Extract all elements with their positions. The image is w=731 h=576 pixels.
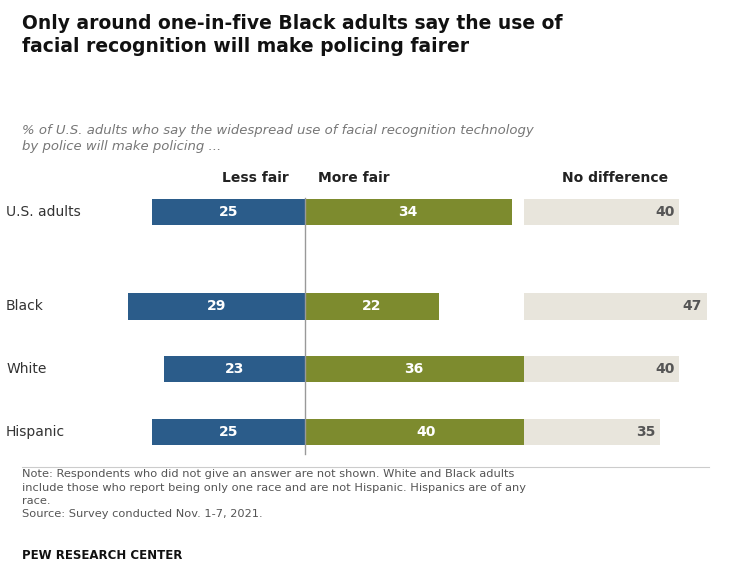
Bar [524, 199, 679, 225]
Text: Less fair: Less fair [222, 170, 289, 184]
Text: Black: Black [6, 300, 44, 313]
Text: 23: 23 [225, 362, 244, 376]
Text: 29: 29 [207, 300, 226, 313]
Text: Hispanic: Hispanic [6, 425, 65, 439]
Bar [524, 356, 679, 382]
Text: 36: 36 [404, 362, 424, 376]
Text: 22: 22 [362, 300, 382, 313]
Bar [128, 293, 305, 320]
Text: No difference: No difference [562, 170, 668, 184]
Text: PEW RESEARCH CENTER: PEW RESEARCH CENTER [22, 548, 182, 562]
Bar [305, 293, 439, 320]
Text: % of U.S. adults who say the widespread use of facial recognition technology
by : % of U.S. adults who say the widespread … [22, 124, 534, 153]
Text: 25: 25 [219, 205, 238, 219]
Bar [305, 199, 512, 225]
Bar [164, 356, 305, 382]
Text: 35: 35 [636, 425, 655, 439]
Text: 34: 34 [398, 205, 418, 219]
Bar [524, 293, 707, 320]
Text: 25: 25 [219, 425, 238, 439]
Text: U.S. adults: U.S. adults [6, 205, 81, 219]
Bar [152, 199, 305, 225]
Bar [305, 419, 548, 445]
Text: 40: 40 [417, 425, 436, 439]
Text: 40: 40 [655, 362, 675, 376]
Bar [152, 419, 305, 445]
Bar [524, 419, 660, 445]
Bar [305, 356, 524, 382]
Text: 40: 40 [655, 205, 675, 219]
Text: Only around one-in-five Black adults say the use of
facial recognition will make: Only around one-in-five Black adults say… [22, 14, 562, 56]
Text: Note: Respondents who did not give an answer are not shown. White and Black adul: Note: Respondents who did not give an an… [22, 469, 526, 519]
Text: White: White [6, 362, 47, 376]
Text: 47: 47 [682, 300, 702, 313]
Text: More fair: More fair [317, 170, 389, 184]
